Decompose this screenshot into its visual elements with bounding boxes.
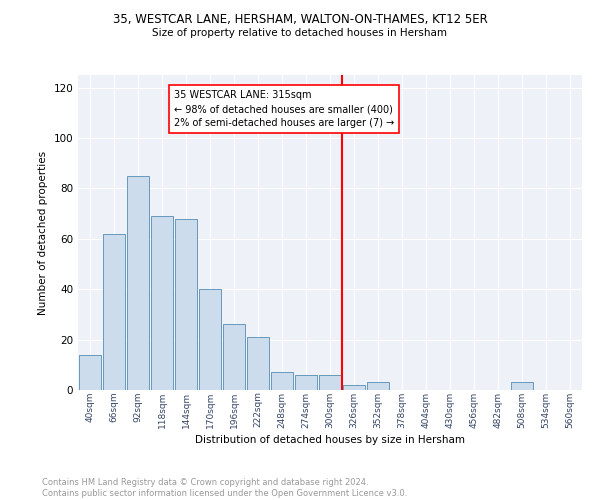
Bar <box>319 375 341 390</box>
Text: 35 WESTCAR LANE: 315sqm
← 98% of detached houses are smaller (400)
2% of semi-de: 35 WESTCAR LANE: 315sqm ← 98% of detache… <box>174 90 394 128</box>
Text: Contains HM Land Registry data © Crown copyright and database right 2024.
Contai: Contains HM Land Registry data © Crown c… <box>42 478 407 498</box>
Bar <box>199 289 221 390</box>
X-axis label: Distribution of detached houses by size in Hersham: Distribution of detached houses by size … <box>195 434 465 444</box>
Bar <box>295 375 317 390</box>
Bar <box>103 234 125 390</box>
Bar <box>79 354 101 390</box>
Y-axis label: Number of detached properties: Number of detached properties <box>38 150 48 314</box>
Bar <box>247 337 269 390</box>
Bar <box>151 216 173 390</box>
Bar <box>367 382 389 390</box>
Bar <box>175 218 197 390</box>
Bar <box>127 176 149 390</box>
Bar <box>511 382 533 390</box>
Text: 35, WESTCAR LANE, HERSHAM, WALTON-ON-THAMES, KT12 5ER: 35, WESTCAR LANE, HERSHAM, WALTON-ON-THA… <box>113 12 487 26</box>
Bar <box>343 385 365 390</box>
Text: Size of property relative to detached houses in Hersham: Size of property relative to detached ho… <box>152 28 448 38</box>
Bar <box>223 324 245 390</box>
Bar <box>271 372 293 390</box>
